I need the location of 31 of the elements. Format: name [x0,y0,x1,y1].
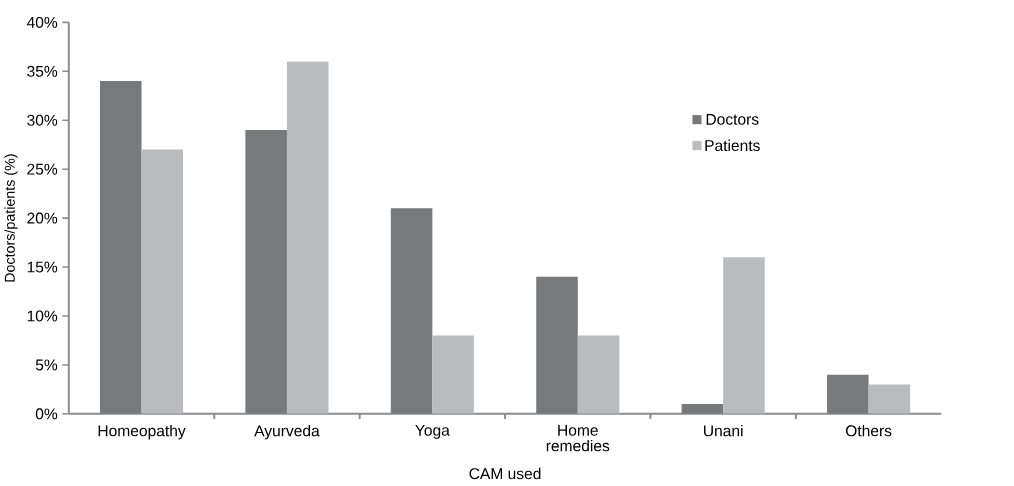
x-tick-label: Unani [704,424,743,437]
x-tick-label: Ayurveda [254,424,320,440]
bar [432,335,474,414]
bar [868,384,911,414]
y-tick-label: 35% [27,65,58,77]
bar [141,149,184,414]
y-tick-label: 5% [35,359,58,371]
y-tick-label: 25% [27,163,58,175]
x-tick-label: Yoga [415,424,450,439]
bar [681,404,724,414]
bar [577,335,620,414]
bar [99,81,142,414]
x-axis-title: CAM used [469,467,541,480]
bar [536,276,578,414]
y-tick-label: 20% [27,212,58,224]
y-tick-label: 15% [27,261,58,273]
y-tick-label: 10% [27,310,58,322]
bar [245,130,287,414]
y-axis-title: Doctors/patients (%) [4,154,18,282]
bar [827,374,869,414]
y-tick-label: 40% [26,16,58,28]
x-tick-label: Others [845,424,892,437]
y-tick-label: 0% [35,408,58,420]
x-tick-label: Homeopathy [98,424,186,440]
legend-label: Patients [705,139,760,152]
bar [286,61,329,414]
legend-label: Doctors [706,114,759,125]
y-tick-label: 30% [27,114,58,126]
bar [723,257,765,414]
bar [390,208,433,414]
x-tick-label: Home remedies [546,424,610,452]
